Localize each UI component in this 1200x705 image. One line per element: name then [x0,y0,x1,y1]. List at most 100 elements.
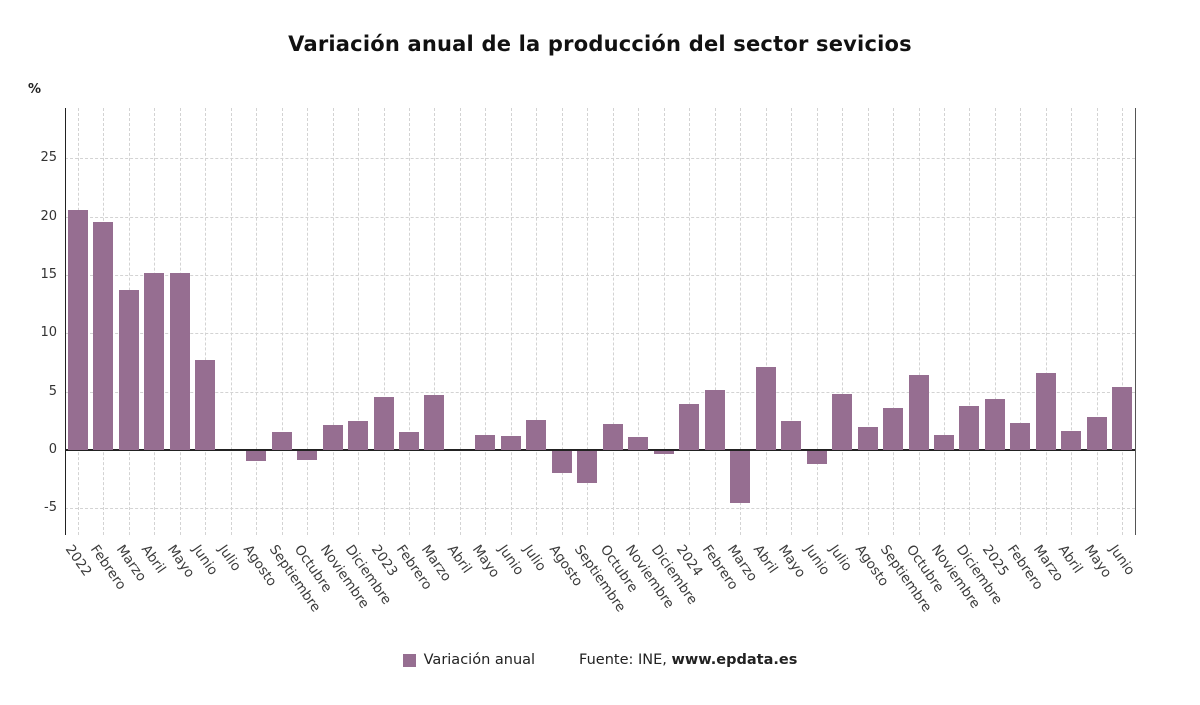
source-text: Fuente: INE, www.epdata.es [579,652,797,668]
y-tick-label: 10 [40,325,57,341]
bar [424,395,445,450]
horizontal-gridline [65,391,1135,393]
bar [679,404,700,450]
y-axis-unit-label: % [28,82,42,97]
vertical-gridline [1122,108,1124,535]
bar [1035,372,1056,450]
vertical-gridline [587,108,589,535]
y-tick-label: 0 [48,441,57,457]
bar [551,450,572,473]
chart-title: Variación anual de la producción del sec… [288,32,912,56]
horizontal-gridline [65,216,1135,218]
bar [398,432,419,450]
bar [577,450,598,484]
vertical-gridline [230,108,232,535]
vertical-gridline [969,108,971,535]
vertical-gridline [612,108,614,535]
vertical-gridline [765,108,767,535]
legend: Variación anual Fuente: INE, www.epdata.… [0,652,1200,668]
vertical-gridline [918,108,920,535]
bar [93,222,114,450]
vertical-gridline [1071,108,1073,535]
bar [984,398,1005,450]
vertical-gridline [459,108,461,535]
source-prefix: Fuente: INE, [579,652,672,668]
plot-area: -5 0 5 10 15 20 25 2022 Febrero Marzo Abril Mayo Jun… [40,108,1138,615]
plot-right-border [1135,108,1136,535]
bar [144,272,165,450]
vertical-gridline [994,108,996,535]
bar [933,434,954,450]
bar [755,367,776,450]
y-tick-label: 20 [40,208,57,224]
vertical-gridline [943,108,945,535]
bar [653,450,674,455]
vertical-gridline [1045,108,1047,535]
bar [781,420,802,450]
y-axis-line [65,108,66,535]
horizontal-gridline [65,333,1135,335]
horizontal-gridline [65,274,1135,276]
bar [883,407,903,450]
vertical-gridline [485,108,487,535]
vertical-gridline [1020,108,1022,535]
x-axis-label: 2022 [61,542,95,580]
vertical-gridline [842,108,843,535]
bar [475,434,496,450]
vertical-gridline [740,108,742,535]
vertical-gridline [256,108,258,535]
vertical-gridline [638,108,640,535]
vertical-gridline [281,108,283,535]
bar [500,435,521,450]
bar [526,419,547,450]
bar [271,432,292,450]
bar [246,450,267,462]
vertical-gridline [536,108,538,535]
bar [348,420,368,450]
bar [67,209,88,450]
bar [908,375,929,450]
bar [322,425,343,450]
vertical-gridline [689,108,691,535]
y-tick-label: 15 [40,266,57,282]
bar [730,450,751,504]
bar [1086,417,1107,450]
bar [628,437,649,450]
bar [1112,386,1133,450]
bar [1061,431,1082,450]
zero-baseline [65,448,1135,451]
y-tick-label: 5 [48,383,57,399]
vertical-gridline [510,108,512,535]
vertical-gridline [332,108,334,535]
y-tick-label: 25 [40,150,57,166]
bar [832,393,852,450]
bar [169,272,190,450]
bar [806,450,827,464]
legend-label: Variación anual [423,652,536,668]
bar [1010,423,1031,450]
source-site: www.epdata.es [671,652,798,668]
vertical-gridline [205,108,207,535]
vertical-gridline [358,108,359,535]
vertical-gridline [561,108,563,535]
bar [704,390,725,450]
vertical-gridline [893,108,894,535]
vertical-gridline [307,108,308,535]
bar [857,426,878,450]
vertical-gridline [408,108,410,535]
bar [373,397,394,450]
vertical-gridline [1096,108,1098,535]
vertical-gridline [791,108,793,535]
bar [118,290,139,450]
legend-swatch [402,653,416,667]
bar [195,360,216,450]
vertical-gridline [714,108,716,535]
bar [297,450,317,461]
vertical-gridline [383,108,385,535]
y-tick-label: -5 [44,500,57,516]
bar [959,405,980,450]
horizontal-gridline [65,158,1135,160]
vertical-gridline [867,108,869,535]
vertical-gridline [816,108,818,535]
